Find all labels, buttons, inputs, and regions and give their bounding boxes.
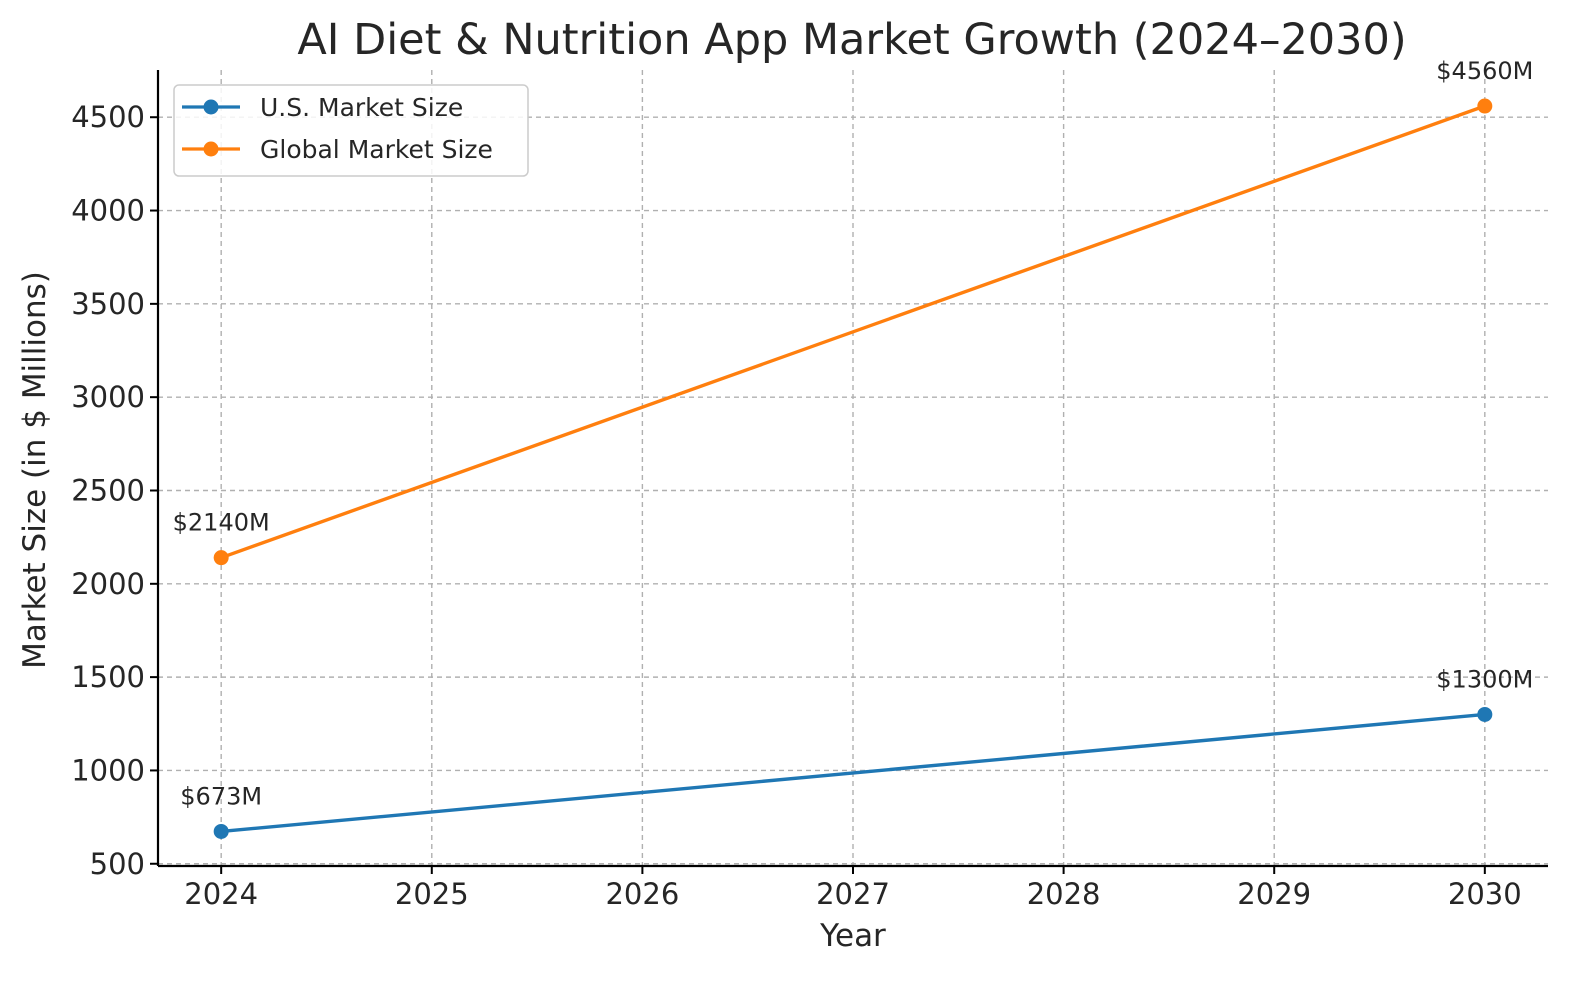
data-labels: $673M $1300M $2140M $4560M: [173, 57, 1534, 810]
legend-label-global: Global Market Size: [260, 135, 493, 164]
chart-title: AI Diet & Nutrition App Market Growth (2…: [297, 15, 1406, 65]
y-tick-label: 2500: [71, 473, 145, 507]
x-tick-label: 2026: [605, 877, 679, 911]
data-point: [213, 550, 229, 566]
y-tick-label: 4500: [71, 100, 145, 134]
y-tick-label: 4000: [71, 194, 145, 228]
y-tick-label: 500: [90, 847, 145, 881]
data-label: $4560M: [1436, 57, 1533, 85]
x-tick-label: 2027: [816, 877, 890, 911]
data-point: [1477, 98, 1493, 114]
x-tick-label: 2030: [1448, 877, 1522, 911]
y-axis-label: Market Size (in $ Millions): [17, 271, 53, 669]
legend: U.S. Market Size Global Market Size: [173, 84, 529, 177]
x-axis-label: Year: [819, 918, 886, 954]
x-tick-label: 2028: [1027, 877, 1101, 911]
legend-marker-us: [203, 99, 219, 115]
y-tick-label: 2000: [71, 567, 145, 601]
y-tick-label: 1000: [71, 753, 145, 787]
data-label: $673M: [180, 782, 262, 810]
legend-box: [173, 84, 529, 177]
data-label: $1300M: [1436, 665, 1533, 693]
series-line: [219, 104, 1487, 560]
data-label: $2140M: [173, 509, 270, 537]
data-point: [213, 823, 229, 839]
series-line: [219, 712, 1487, 834]
x-tick-label: 2024: [184, 877, 258, 911]
series-lines: [213, 98, 1493, 839]
x-tick-label: 2025: [395, 877, 469, 911]
y-tick-label: 3000: [71, 380, 145, 414]
axes: 2024 2025 2026 2027 2028 2029 2030 500 1000 1500 2…: [71, 70, 1548, 911]
grid-lines: [158, 70, 1548, 866]
legend-label-us: U.S. Market Size: [260, 93, 463, 122]
data-point: [1477, 706, 1493, 722]
x-tick-label: 2029: [1237, 877, 1311, 911]
legend-marker-global: [203, 141, 219, 157]
y-tick-label: 3500: [71, 287, 145, 321]
y-tick-label: 1500: [71, 660, 145, 694]
